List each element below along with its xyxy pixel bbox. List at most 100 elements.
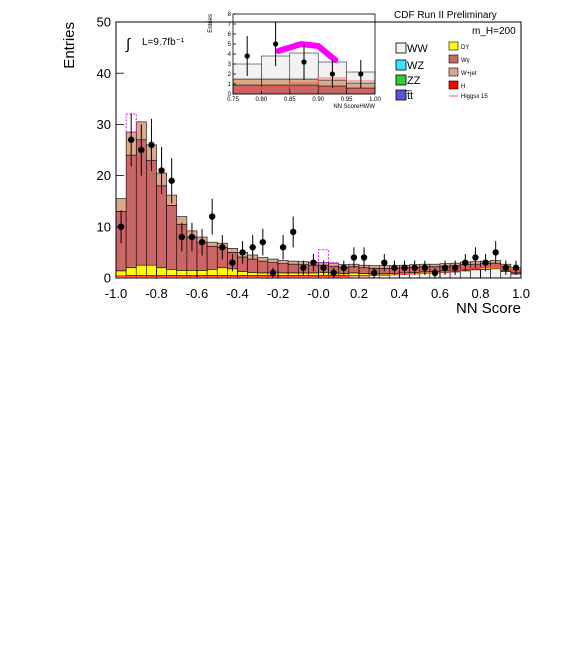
legend-swatch-zz <box>395 74 407 86</box>
band-bin-20 <box>318 249 330 264</box>
bar-dy-23 <box>348 272 360 276</box>
legend-label-ttbar: t̅t <box>404 90 413 102</box>
data-point-24 <box>360 254 368 261</box>
bar-dy-14 <box>257 272 269 276</box>
data-point-8 <box>198 238 206 246</box>
bar-w-jet-17 <box>287 260 299 265</box>
inset-data-points <box>244 22 364 88</box>
data-point-39 <box>512 264 520 271</box>
bar-w-jet-11 <box>227 248 238 253</box>
data-point-20 <box>320 264 327 271</box>
inset-x-ticks: 0.75 0.80 0.85 0.90 0.95 1.00 <box>227 91 381 103</box>
data-point-30 <box>421 264 429 271</box>
inset-y-ticks: 0 1 2 3 4 5 6 7 8 <box>228 12 236 98</box>
y-tick-label-8: 8 <box>228 12 232 18</box>
inset-x-axis-title: NN ScoreHWW <box>333 104 375 110</box>
bar-dy-2 <box>135 264 147 276</box>
y-tick-label-5: 5 <box>228 42 232 48</box>
y-tick-label-3: 3 <box>228 62 232 68</box>
bar-dy-1 <box>125 267 137 276</box>
band-bin-21 <box>328 262 340 264</box>
y-tick-label-6: 6 <box>228 32 232 38</box>
data-point-4 <box>358 71 364 77</box>
legend-label-zz: ZZ <box>407 75 421 87</box>
data-point-28 <box>401 264 408 271</box>
bar-dy-12 <box>237 271 248 276</box>
x-tick-label-1: -0.8 <box>145 286 167 301</box>
integral-sign-icon: ∫ <box>125 36 132 53</box>
inset-higgs-line <box>233 40 375 92</box>
main-y-ticks: 0 10 20 30 40 50 <box>97 15 124 286</box>
mass-label: m_H=200 <box>472 26 516 37</box>
x-tick-label-7: 0.4 <box>390 286 408 301</box>
bar-dy-24 <box>358 273 370 276</box>
bar-w-2 <box>289 84 319 95</box>
bar-w-jet-16 <box>277 260 289 264</box>
bar-w-16 <box>277 263 289 274</box>
luminosity-label: L=9.7fb⁻¹ <box>142 37 185 48</box>
bar-dy-19 <box>308 272 319 276</box>
data-point-21 <box>330 269 337 277</box>
bar-w-jet-15 <box>267 258 279 263</box>
bar-w-17 <box>287 263 299 274</box>
y-tick-label-3: 30 <box>97 117 111 132</box>
data-point-9 <box>208 213 216 220</box>
data-point-14 <box>259 238 267 246</box>
data-point-31 <box>431 269 439 277</box>
x-tick-label-8: 0.6 <box>431 286 449 301</box>
inset-y-axis-title: Entries <box>208 14 214 33</box>
data-point-34 <box>462 259 469 266</box>
bar-dy-6 <box>176 270 188 276</box>
y-tick-label-2: 20 <box>97 168 111 183</box>
data-point-15 <box>269 269 277 277</box>
legend-swatch-ttbar <box>395 89 407 101</box>
x-tick-label-2: 0.85 <box>284 97 296 103</box>
bar-w-4 <box>156 185 167 269</box>
bar-dy-17 <box>287 272 299 276</box>
inset-chart: 0.75 0.80 0.85 0.90 0.95 1.00 0 1 2 3 4 5 6 7 8 NN Sc… <box>208 12 381 110</box>
bar-ww-35 <box>470 269 481 279</box>
bar-dy-13 <box>247 272 259 276</box>
data-point-2 <box>301 59 307 65</box>
bar-ww-37 <box>490 268 502 279</box>
legend-swatch-wjet <box>448 67 459 77</box>
legend-label-wgamma: Wγ <box>461 58 470 64</box>
data-point-4 <box>158 167 165 174</box>
data-point-19 <box>310 259 317 266</box>
bar-dy-0 <box>115 270 127 277</box>
y-tick-label-4: 40 <box>97 66 111 81</box>
data-point-29 <box>411 264 418 271</box>
x-tick-label-9: 0.8 <box>471 286 489 301</box>
bar-dy-16 <box>277 272 289 276</box>
data-point-5 <box>168 177 175 184</box>
data-point-1 <box>273 41 279 47</box>
data-point-27 <box>391 264 398 271</box>
bar-w-jet-31 <box>429 263 441 268</box>
data-point-6 <box>178 233 186 241</box>
y-tick-label-0: 0 <box>228 92 232 98</box>
bar-dy-9 <box>206 268 218 276</box>
bar-w-jet-0 <box>115 198 127 212</box>
bar-w-jet-1 <box>261 78 291 86</box>
y-tick-label-7: 7 <box>228 22 232 28</box>
legend-label-dy: DY <box>461 45 469 51</box>
bar-w-3 <box>146 159 157 266</box>
signal-band <box>275 40 339 63</box>
data-point-3 <box>329 71 335 77</box>
legend-swatch-dy <box>448 41 459 51</box>
data-point-0 <box>244 53 250 59</box>
x-tick-label-3: 0.90 <box>312 97 324 103</box>
x-tick-label-0: 0.75 <box>227 97 239 103</box>
data-point-23 <box>350 254 358 261</box>
bar-ww-34 <box>459 270 471 279</box>
data-point-25 <box>370 269 378 277</box>
x-tick-label-2: -0.6 <box>186 286 208 301</box>
data-point-38 <box>502 264 510 271</box>
y-tick-label-1: 1 <box>228 82 232 88</box>
higgs-step-line <box>233 77 375 92</box>
bar-w-jet-21 <box>328 262 340 267</box>
bar-w-24 <box>358 267 370 274</box>
bar-w-9 <box>206 245 218 270</box>
